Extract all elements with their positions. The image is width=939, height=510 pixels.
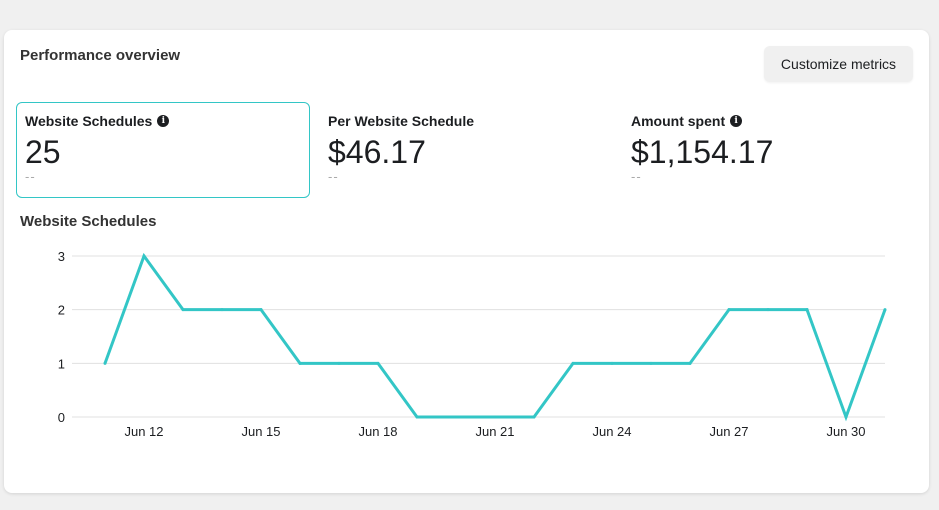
data-point[interactable] — [805, 308, 809, 312]
data-point[interactable] — [454, 415, 458, 419]
x-tick-label: Jun 30 — [826, 424, 865, 439]
y-tick-label: 1 — [58, 356, 65, 371]
x-tick-label: Jun 21 — [475, 424, 514, 439]
metric-value: $46.17 — [328, 134, 426, 170]
data-point[interactable] — [337, 361, 341, 365]
metric-website-schedules[interactable]: Website Schedules i 25 -- — [16, 102, 310, 198]
metric-label: Website Schedules — [25, 113, 153, 129]
info-icon[interactable]: i — [157, 115, 170, 127]
info-icon[interactable]: i — [730, 115, 743, 127]
data-point[interactable] — [415, 415, 419, 419]
metric-compare: -- — [25, 169, 36, 184]
y-tick-label: 2 — [58, 303, 65, 318]
data-point[interactable] — [532, 415, 536, 419]
y-tick-label: 0 — [58, 410, 65, 425]
metric-value: $1,154.17 — [631, 134, 774, 170]
metric-label: Amount spent — [631, 113, 726, 129]
x-tick-label: Jun 15 — [241, 424, 280, 439]
data-point[interactable] — [376, 361, 380, 365]
chart-title: Website Schedules — [20, 213, 157, 230]
data-point[interactable] — [727, 308, 731, 312]
series-line — [103, 252, 887, 422]
data-point[interactable] — [298, 361, 302, 365]
customize-metrics-button[interactable]: Customize metrics — [764, 46, 913, 82]
data-point[interactable] — [766, 308, 770, 312]
data-point[interactable] — [103, 361, 107, 365]
data-point[interactable] — [844, 415, 848, 419]
data-point[interactable] — [220, 308, 224, 312]
metric-label: Per Website Schedule — [328, 113, 475, 129]
metric-per-website-schedule[interactable]: Per Website Schedule $46.17 -- — [319, 102, 613, 198]
y-tick-label: 3 — [58, 249, 65, 264]
data-point[interactable] — [259, 308, 263, 312]
data-point[interactable] — [883, 308, 887, 312]
data-point[interactable] — [649, 361, 653, 365]
metric-value: 25 — [25, 134, 61, 170]
card-title: Performance overview — [20, 47, 181, 64]
data-point[interactable] — [610, 361, 614, 365]
data-point[interactable] — [571, 361, 575, 365]
metric-compare: -- — [631, 169, 642, 184]
data-point[interactable] — [181, 308, 185, 312]
data-point[interactable] — [688, 361, 692, 365]
data-point[interactable] — [142, 254, 146, 258]
metric-compare: -- — [328, 169, 339, 184]
x-tick-label: Jun 18 — [358, 424, 397, 439]
metric-amount-spent[interactable]: Amount spent i $1,154.17 -- — [622, 102, 916, 198]
x-tick-label: Jun 24 — [592, 424, 631, 439]
x-tick-label: Jun 27 — [709, 424, 748, 439]
x-tick-label: Jun 12 — [124, 424, 163, 439]
data-point[interactable] — [493, 415, 497, 419]
